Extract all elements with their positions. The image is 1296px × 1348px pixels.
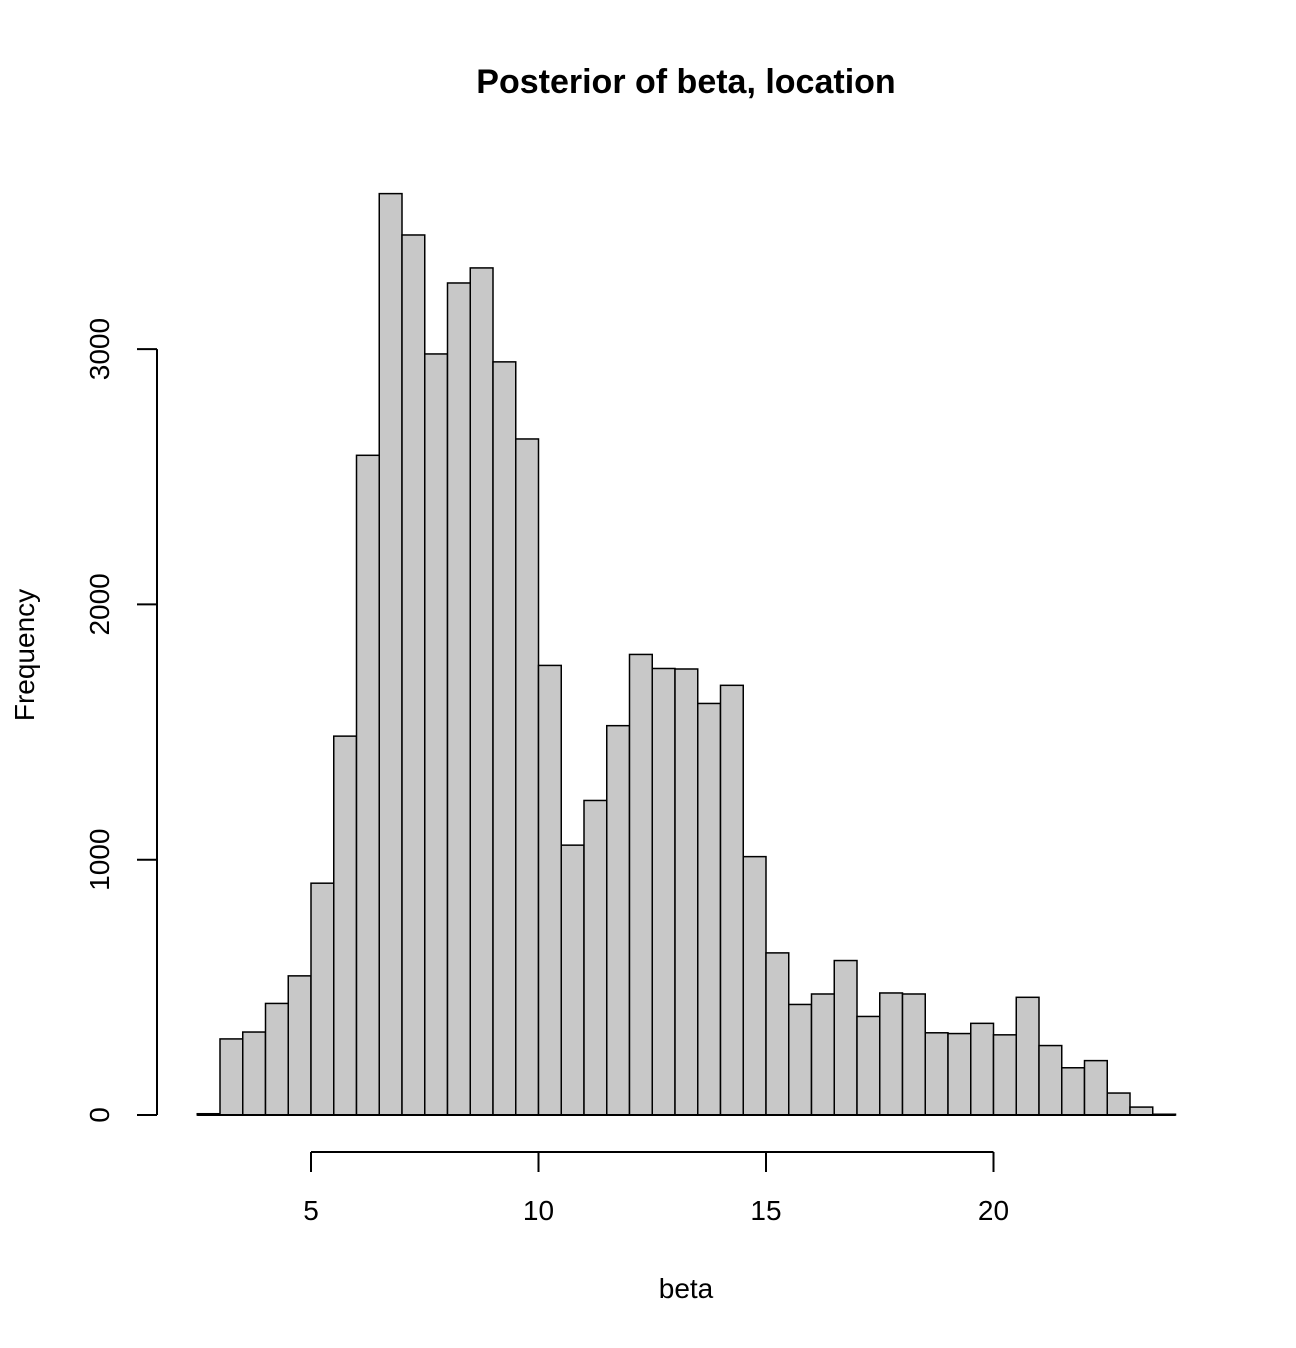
histogram-bar <box>901 993 926 1116</box>
histogram-bar <box>242 1031 267 1116</box>
histogram-bar <box>606 724 631 1116</box>
histogram-bar <box>537 664 562 1116</box>
histogram-bar <box>788 1003 813 1116</box>
histogram-bar <box>583 799 608 1116</box>
histogram-bar <box>856 1015 881 1116</box>
histogram-bar <box>1129 1106 1154 1116</box>
histogram-bar <box>1061 1067 1086 1116</box>
histogram-bar <box>651 667 676 1116</box>
x-tick-label: 15 <box>750 1195 781 1226</box>
x-tick-label: 20 <box>978 1195 1009 1226</box>
histogram-bar <box>560 844 585 1116</box>
histogram-bar <box>879 992 904 1116</box>
histogram-bar <box>742 855 767 1116</box>
histogram-bar <box>947 1032 972 1116</box>
histogram-bar <box>378 192 403 1116</box>
histogram-bar <box>1038 1044 1063 1116</box>
histogram-bar <box>992 1034 1017 1116</box>
y-tick-label: 1000 <box>84 829 115 891</box>
y-tick-label: 0 <box>84 1107 115 1123</box>
bars-group <box>196 192 1177 1116</box>
histogram-bar <box>924 1032 949 1116</box>
x-axis-title: beta <box>659 1273 714 1304</box>
histogram-bar <box>355 454 380 1116</box>
histogram-bar <box>219 1038 244 1116</box>
histogram-bar <box>310 882 335 1116</box>
histogram-bar <box>833 959 858 1116</box>
histogram-bar <box>1015 996 1040 1116</box>
y-axis-title: Frequency <box>9 589 40 721</box>
x-tick-label: 10 <box>523 1195 554 1226</box>
x-axis: 5 10 15 20 <box>303 1151 1009 1226</box>
histogram-bar <box>1083 1059 1108 1116</box>
histogram-bar <box>446 282 471 1116</box>
y-tick-label: 3000 <box>84 318 115 380</box>
histogram-bar <box>401 234 426 1116</box>
y-axis: 0 1000 2000 3000 <box>84 318 158 1123</box>
histogram-bar <box>674 668 699 1116</box>
histogram-bar <box>810 993 835 1116</box>
histogram-bar <box>333 735 358 1116</box>
histogram-bar <box>424 353 449 1116</box>
histogram-bar <box>287 975 312 1116</box>
histogram-bar <box>628 653 653 1116</box>
histogram-bar <box>719 684 744 1116</box>
histogram-bar <box>264 1002 289 1116</box>
chart-title: Posterior of beta, location <box>476 63 895 101</box>
histogram-bar <box>970 1022 995 1116</box>
histogram-bar <box>492 361 517 1116</box>
histogram-bar <box>765 952 790 1116</box>
histogram-bar <box>697 702 722 1116</box>
y-tick-label: 2000 <box>84 573 115 635</box>
histogram-bar <box>1106 1092 1131 1116</box>
histogram-bar <box>515 438 540 1116</box>
histogram-bar <box>469 267 494 1116</box>
x-tick-label: 5 <box>303 1195 319 1226</box>
